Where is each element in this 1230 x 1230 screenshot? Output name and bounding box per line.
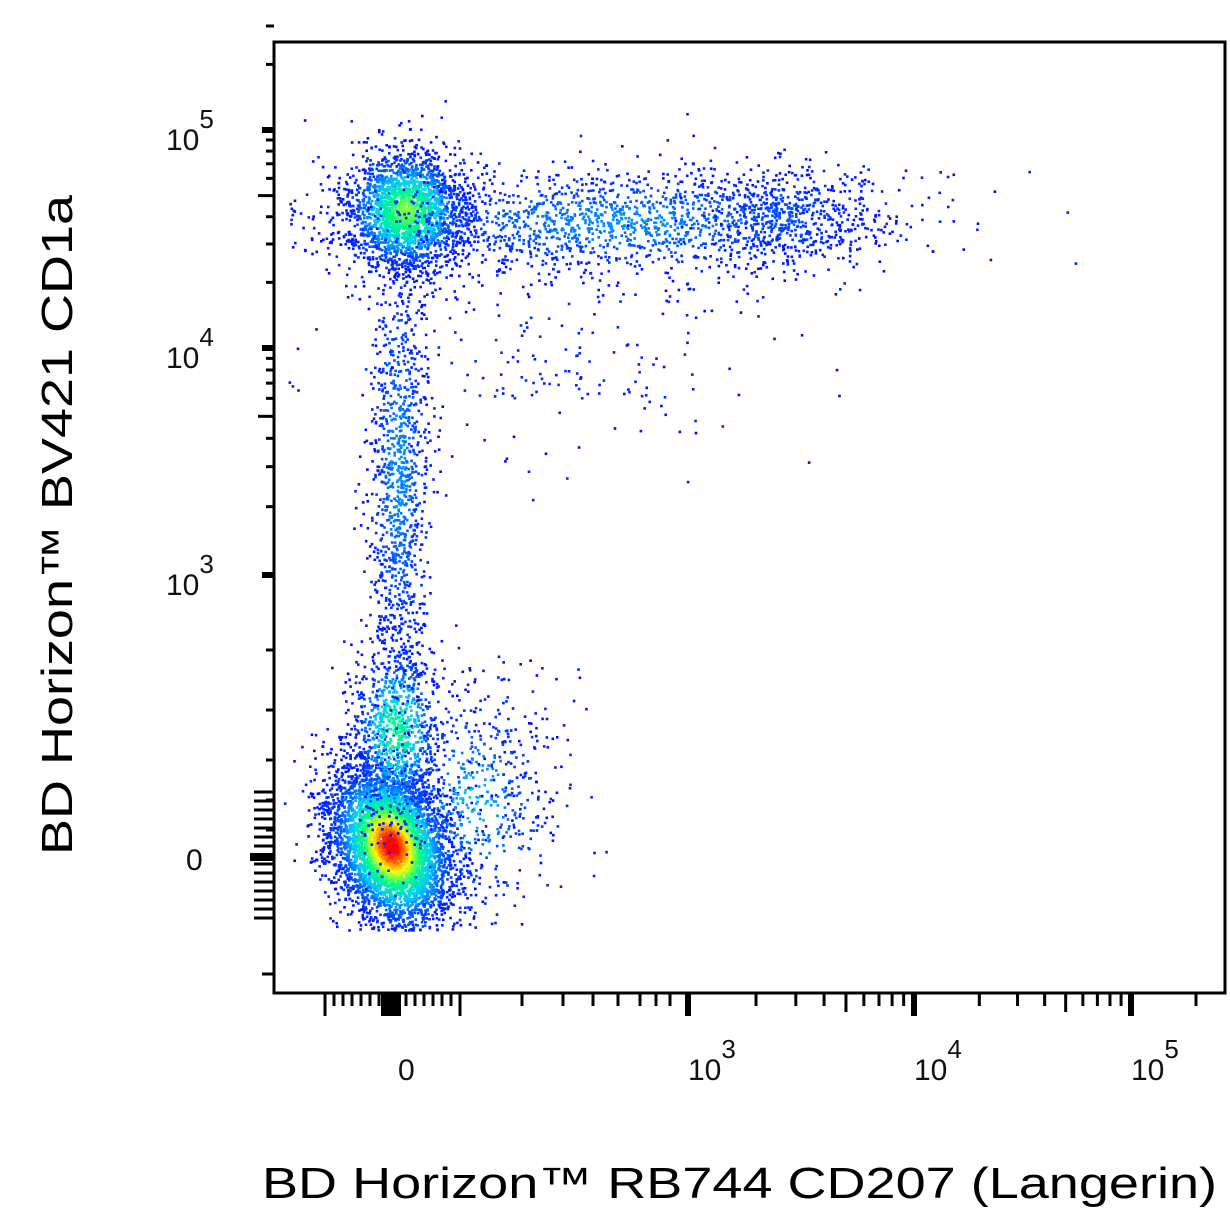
x-axis-tick-labels: 0 103 104 105 [398, 1034, 1179, 1087]
x-tick-label-0: 0 [398, 1054, 415, 1087]
y-tick-label-1e3: 103 [166, 549, 214, 602]
x-axis-ticks [323, 993, 1198, 1016]
y-axis-ticks [250, 24, 274, 976]
y-tick-label-0: 0 [186, 844, 203, 877]
y-axis-title: BD Horizon™ BV421 CD1a [33, 194, 82, 855]
x-tick-label-1e4: 104 [914, 1034, 962, 1087]
y-tick-label-1e5: 105 [166, 104, 214, 157]
x-axis-title: BD Horizon™ RB744 CD207 (Langerin) [262, 1159, 1217, 1208]
x-tick-label-1e5: 105 [1131, 1034, 1179, 1087]
event-dots [283, 100, 1078, 932]
y-tick-label-1e4: 104 [166, 322, 214, 375]
y-axis-tick-labels: 105 104 103 0 [166, 104, 214, 877]
x-tick-label-1e3: 103 [688, 1034, 736, 1087]
plot-frame [272, 40, 1227, 995]
